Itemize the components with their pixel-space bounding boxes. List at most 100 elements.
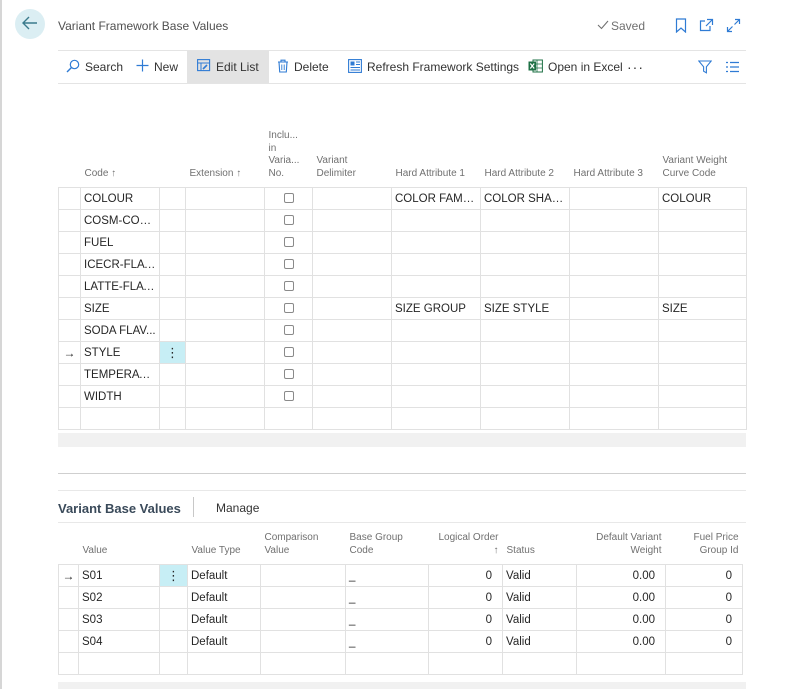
cell-default-weight[interactable]: 0.00 — [576, 630, 666, 653]
cell-extension[interactable] — [185, 363, 265, 386]
cell-base-group[interactable]: _ — [345, 608, 429, 631]
cell-code[interactable]: TEMPERATU... — [80, 363, 160, 386]
cell-delimiter[interactable] — [312, 297, 392, 320]
table-row[interactable]: S04 Default _ 0 Valid 0.00 0 — [58, 630, 743, 653]
open-new-window-icon[interactable] — [698, 16, 714, 34]
included-checkbox[interactable] — [283, 259, 294, 270]
delete-action[interactable]: Delete — [277, 51, 329, 83]
cell-hard-attr-1[interactable] — [391, 363, 481, 386]
cell-weight-curve[interactable] — [658, 363, 747, 386]
cell-extension[interactable] — [185, 209, 265, 232]
cell-weight-curve[interactable] — [658, 253, 747, 276]
col-header-default-weight[interactable]: Default Variant Weight — [596, 532, 662, 556]
cell-hard-attr-3[interactable] — [569, 385, 659, 408]
cell-fuel-price[interactable]: 0 — [665, 564, 743, 587]
cell-code[interactable]: ICECR-FLAV... — [80, 253, 160, 276]
col-header-hard-attr-2[interactable]: Hard Attribute 2 — [484, 167, 554, 179]
cell-extension[interactable] — [185, 275, 265, 298]
cell-hard-attr-2[interactable]: COLOR SHADE — [480, 187, 570, 210]
cell-hard-attr-2[interactable] — [480, 231, 570, 254]
cell-extension[interactable] — [185, 385, 265, 408]
cell-default-weight[interactable]: 0.00 — [576, 586, 666, 609]
cell-code[interactable]: STYLE — [80, 341, 160, 364]
search-action[interactable]: Search — [66, 51, 123, 83]
table-row[interactable]: WIDTH — [58, 385, 747, 408]
col-header-code[interactable]: Code ↑ — [84, 167, 117, 179]
table-row[interactable]: LATTE-FLAV... — [58, 275, 747, 298]
more-options-button[interactable]: ··· — [627, 59, 644, 75]
cell-hard-attr-2[interactable]: SIZE STYLE — [480, 297, 570, 320]
cell-hard-attr-3[interactable] — [569, 253, 659, 276]
cell-logical-order[interactable]: 0 — [428, 630, 503, 653]
table-row[interactable]: FUEL — [58, 231, 747, 254]
open-in-excel-action[interactable]: Open in Excel — [528, 51, 623, 83]
cell-hard-attr-1[interactable] — [391, 319, 481, 342]
cell-extension[interactable] — [185, 231, 265, 254]
new-action[interactable]: New — [136, 51, 178, 83]
cell-value[interactable]: S01 — [78, 564, 160, 587]
cell-value-type[interactable]: Default — [187, 608, 261, 631]
col-header-value-type[interactable]: Value Type — [191, 544, 241, 556]
cell-base-group[interactable]: _ — [345, 586, 429, 609]
table-row[interactable]: → S01 ⋮ Default _ 0 Valid 0.00 0 — [58, 564, 743, 587]
cell-hard-attr-1[interactable] — [391, 253, 481, 276]
subpage-title[interactable]: Variant Base Values — [58, 501, 181, 516]
cell-weight-curve[interactable] — [658, 275, 747, 298]
cell-extension[interactable] — [185, 297, 265, 320]
table-row[interactable]: SODA FLAV... — [58, 319, 747, 342]
cell-status[interactable]: Valid — [502, 630, 577, 653]
col-header-comparison[interactable]: Comparison Value — [264, 532, 319, 556]
row-menu-button[interactable]: ⋮ — [159, 564, 188, 587]
cell-value-type[interactable]: Default — [187, 586, 261, 609]
table-row[interactable]: TEMPERATU... — [58, 363, 747, 386]
included-checkbox[interactable] — [283, 193, 294, 204]
edit-list-action[interactable]: Edit List — [187, 51, 269, 83]
cell-hard-attr-3[interactable] — [569, 363, 659, 386]
cell-comparison[interactable] — [260, 564, 346, 587]
table-row[interactable]: COLOUR COLOR FAMILY COLOR SHADE COLOUR — [58, 187, 747, 210]
list-view-icon[interactable] — [726, 51, 739, 83]
col-header-value[interactable]: Value — [82, 544, 108, 556]
cell-code[interactable]: SIZE — [80, 297, 160, 320]
cell-hard-attr-1[interactable]: SIZE GROUP — [391, 297, 481, 320]
included-checkbox[interactable] — [283, 369, 294, 380]
included-checkbox[interactable] — [283, 303, 294, 314]
cell-delimiter[interactable] — [312, 253, 392, 276]
cell-weight-curve[interactable] — [658, 319, 747, 342]
cell-hard-attr-1[interactable] — [391, 231, 481, 254]
cell-code[interactable]: SODA FLAV... — [80, 319, 160, 342]
cell-hard-attr-1[interactable] — [391, 209, 481, 232]
cell-delimiter[interactable] — [312, 231, 392, 254]
cell-weight-curve[interactable] — [658, 209, 747, 232]
cell-status[interactable]: Valid — [502, 586, 577, 609]
cell-hard-attr-2[interactable] — [480, 253, 570, 276]
cell-base-group[interactable]: _ — [345, 630, 429, 653]
cell-weight-curve[interactable] — [658, 231, 747, 254]
col-header-hard-attr-1[interactable]: Hard Attribute 1 — [395, 167, 465, 179]
included-checkbox[interactable] — [283, 347, 294, 358]
cell-weight-curve[interactable]: SIZE — [658, 297, 747, 320]
cell-fuel-price[interactable]: 0 — [665, 586, 743, 609]
cell-weight-curve[interactable] — [658, 385, 747, 408]
included-checkbox[interactable] — [283, 215, 294, 226]
cell-comparison[interactable] — [260, 630, 346, 653]
refresh-framework-action[interactable]: Refresh Framework Settings — [348, 51, 519, 83]
cell-hard-attr-2[interactable] — [480, 209, 570, 232]
cell-hard-attr-1[interactable] — [391, 341, 481, 364]
cell-hard-attr-3[interactable] — [569, 231, 659, 254]
cell-default-weight[interactable]: 0.00 — [576, 564, 666, 587]
included-checkbox[interactable] — [283, 237, 294, 248]
cell-hard-attr-3[interactable] — [569, 209, 659, 232]
col-header-hard-attr-3[interactable]: Hard Attribute 3 — [573, 167, 643, 179]
cell-value-type[interactable]: Default — [187, 630, 261, 653]
cell-hard-attr-3[interactable] — [569, 319, 659, 342]
cell-delimiter[interactable] — [312, 275, 392, 298]
filter-icon[interactable] — [698, 51, 712, 83]
empty-new-row[interactable] — [58, 652, 743, 675]
bookmark-icon[interactable] — [673, 16, 689, 34]
col-header-base-group[interactable]: Base Group Code — [349, 532, 403, 556]
cell-extension[interactable] — [185, 319, 265, 342]
cell-hard-attr-3[interactable] — [569, 187, 659, 210]
cell-logical-order[interactable]: 0 — [428, 608, 503, 631]
cell-comparison[interactable] — [260, 608, 346, 631]
